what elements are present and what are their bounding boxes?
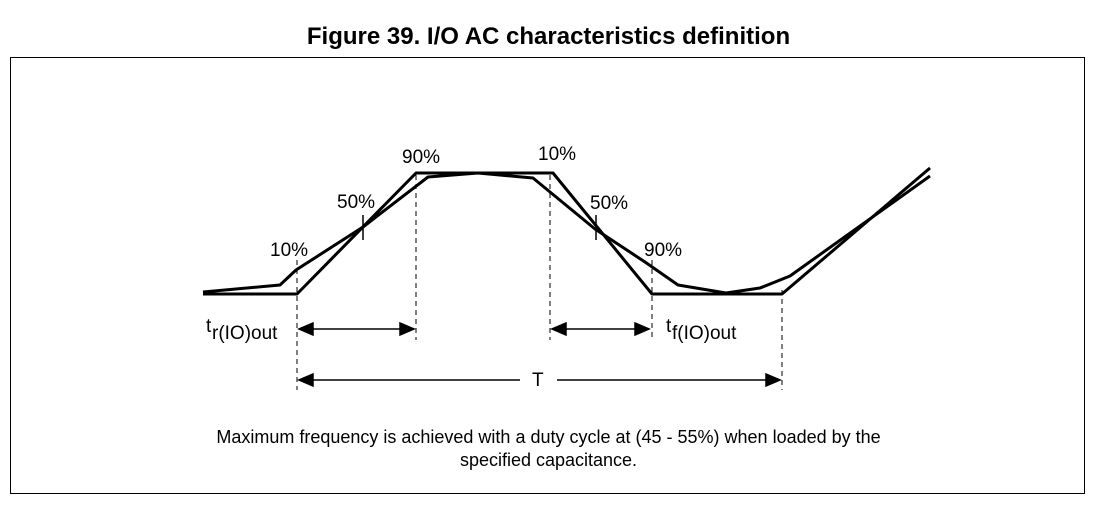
- rise-10-label: 10%: [270, 240, 308, 261]
- figure-frame: [10, 57, 1085, 494]
- real-waveform: [202, 171, 931, 295]
- rise-time-label-sub: r(IO)out: [212, 323, 278, 344]
- fall-time-label-sub: f(IO)out: [672, 323, 737, 344]
- rise-time-label-t: t: [206, 316, 212, 337]
- rise-time-arrow: [297, 321, 416, 337]
- ideal-waveform: [203, 166, 931, 296]
- fall-time-arrow: [550, 321, 651, 337]
- caption-line-2: specified capacitance.: [459, 450, 638, 470]
- rise-50-label: 50%: [337, 192, 375, 213]
- caption-line-1: Maximum frequency is achieved with a dut…: [216, 427, 881, 447]
- period-label: T: [532, 370, 544, 391]
- fall-time-label-t: t: [666, 316, 672, 337]
- figure-title: Figure 39. I/O AC characteristics defini…: [306, 23, 791, 50]
- fall-10-label: 10%: [538, 144, 576, 165]
- fall-50-label: 50%: [590, 193, 628, 214]
- rise-90-label: 90%: [402, 147, 440, 168]
- period-arrow: [297, 372, 782, 388]
- fall-90-label: 90%: [644, 240, 682, 261]
